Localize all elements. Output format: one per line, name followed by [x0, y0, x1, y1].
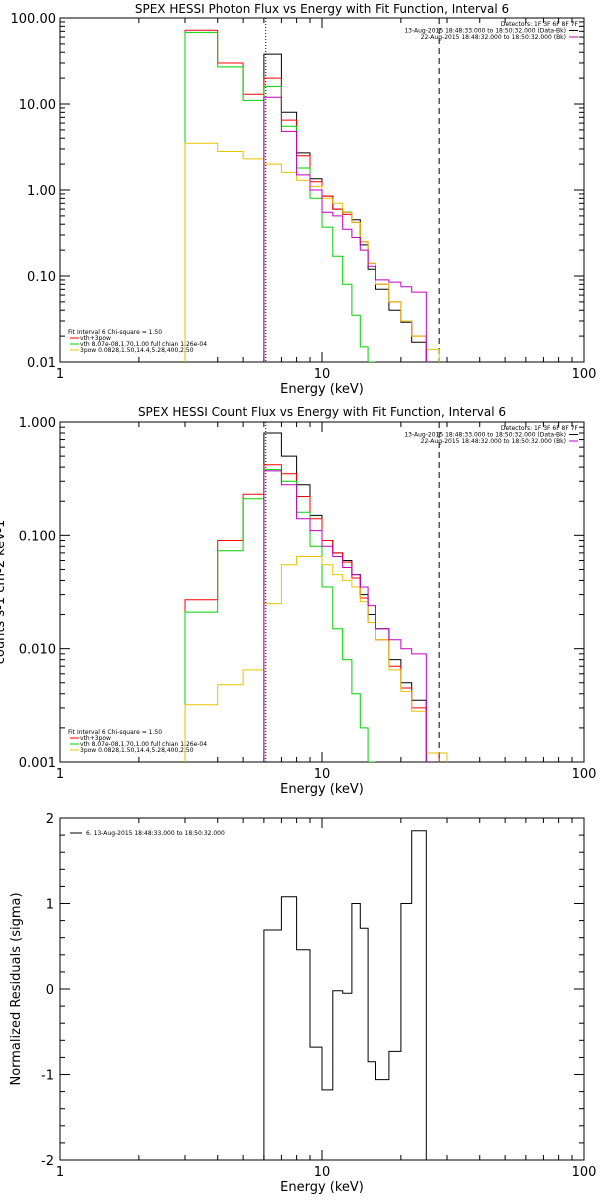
- legend-topright-entry: 22-Aug-2015 18:48:32.000 to 18:50:32.000…: [421, 438, 566, 445]
- x-axis-label: Energy (keV): [280, 782, 364, 797]
- y-tick-label: 0.01: [27, 356, 56, 371]
- y-tick-label: 0.10: [27, 270, 56, 285]
- legend-bottomleft-entry: vth 8.07e-08,1.70,1.00 full chian 1.26e-…: [80, 341, 207, 348]
- x-tick-label: 1: [56, 367, 64, 382]
- x-tick-label: 10: [314, 1165, 331, 1180]
- y-tick-label: 2: [46, 812, 54, 827]
- legend-bottomleft-entry: vth+3pow: [80, 735, 111, 742]
- series-total-line: [184, 29, 427, 362]
- x-axis-label: Energy (keV): [280, 1180, 364, 1195]
- legend-bottomleft-entry: vth+3pow: [80, 335, 111, 342]
- series-data-line: [263, 53, 427, 362]
- legend-topright-entry: 22-Aug-2015 18:48:32.000 to 18:50:32.000…: [421, 34, 566, 41]
- series-thermal-line: [184, 31, 376, 362]
- chart-panel-3: 1 10 100 -2 -1 0 1 2 Energy (keV) Normalized Resi…: [9, 812, 596, 1195]
- y-tick-label: 1: [46, 898, 54, 913]
- legend-bottomleft-entry: 3pow 0.0828,1.50,14.4,5.28,400,2.50: [80, 747, 194, 754]
- y-tick-label: 100.00: [11, 12, 57, 27]
- series-total-line: [184, 464, 440, 762]
- y-tick-label: 1.00: [27, 184, 56, 199]
- legend-topleft-entry: 6. 13-Aug-2015 18:48:33.000 to 18:50:32.…: [86, 830, 225, 837]
- legend-topright-entry: Detectors: 1F 3F 6F 8F 7F: [501, 425, 579, 432]
- y-tick-label: 10.00: [19, 98, 56, 113]
- series-powerlaw-line: [184, 556, 448, 762]
- chart-panel-1: 1 10 100 0.01 0.10 1.00 10.00 100.00 SPEX HESSI …: [11, 2, 597, 397]
- legend-bottomleft-entry: Fit Interval 6 Chi-square = 1.50: [68, 329, 162, 336]
- y-tick-label: -2: [41, 1154, 54, 1169]
- x-axis-label: Energy (keV): [280, 382, 364, 397]
- legend-bottomleft-entry: 3pow 0.0828,1.50,14.4,5.28,400,2.50: [80, 347, 194, 354]
- y-tick-label: 0: [46, 983, 54, 998]
- series-data-line: [263, 432, 427, 762]
- series-background-line: [263, 470, 427, 762]
- plot-frame: [59, 817, 585, 1161]
- chart-title: SPEX HESSI Count Flux vs Energy with Fit…: [138, 405, 506, 419]
- series-data-line: [263, 830, 427, 1160]
- legend-bottomleft-entry: Fit Interval 6 Chi-square = 1.50: [68, 729, 162, 736]
- legend-topright-entry: 13-Aug-2015 18:48:33.000 to 18:50:32.000…: [404, 432, 566, 439]
- plot-frame: [59, 421, 585, 763]
- legend-topright-entry: Detectors: 1F 3F 6F 8F 7F: [501, 21, 579, 28]
- legend-topright-entry: 13-Aug-2015 18:48:33.000 to 18:50:32.000…: [404, 28, 566, 35]
- x-tick-label: 100: [572, 767, 597, 782]
- x-tick-label: 100: [572, 1165, 597, 1180]
- x-tick-label: 10: [314, 767, 331, 782]
- legend-bottomleft-entry: vth 8.07e-08,1.70,1.00 full chian 1.26e-…: [80, 741, 207, 748]
- x-tick-label: 1: [56, 767, 64, 782]
- y-tick-label: 0.100: [19, 529, 56, 544]
- y-tick-label: 1.000: [19, 416, 56, 431]
- x-tick-label: 1: [56, 1165, 64, 1180]
- y-axis-label: counts s-1 cm-2 keV-1: [0, 520, 8, 665]
- y-tick-label: 0.001: [19, 756, 56, 771]
- y-axis-label: Normalized Residuals (sigma): [9, 892, 24, 1085]
- series-thermal-line: [184, 469, 376, 762]
- x-tick-label: 10: [314, 367, 331, 382]
- x-tick-label: 100: [572, 367, 597, 382]
- y-tick-label: -1: [41, 1069, 54, 1084]
- chart-title: SPEX HESSI Photon Flux vs Energy with Fi…: [135, 2, 509, 16]
- series-background-line: [263, 96, 427, 362]
- chart-panel-2: 1 10 100 0.001 0.010 0.100 1.000 SPEX HESSI Cou…: [0, 405, 596, 797]
- y-tick-label: 0.010: [19, 643, 56, 658]
- series-powerlaw-line: [184, 142, 440, 362]
